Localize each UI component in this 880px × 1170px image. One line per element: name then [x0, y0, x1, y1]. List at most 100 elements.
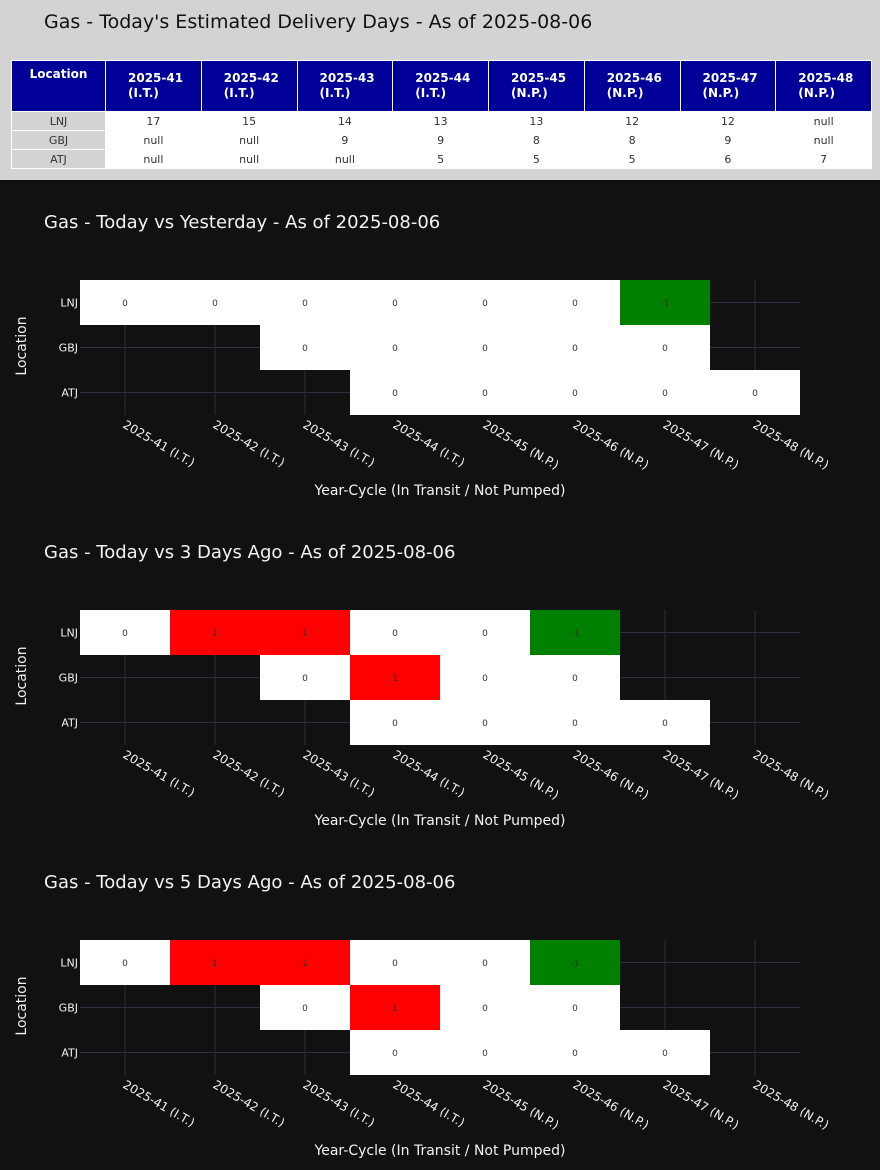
heatmap-cell[interactable]: [440, 940, 530, 985]
x-tick-label: 2025-48 (N.P.): [751, 1077, 832, 1132]
cell-value-label: 0: [392, 1049, 398, 1059]
y-tick-label: GBJ: [59, 342, 78, 355]
heatmap-cell[interactable]: [440, 1030, 530, 1075]
header-week-2025-43[interactable]: 2025-43 (I.T.): [296, 60, 394, 112]
heatmap-cell[interactable]: [350, 325, 440, 370]
heatmap-cell[interactable]: [530, 325, 620, 370]
table-cell: 7: [775, 149, 872, 169]
header-week-label: 2025-44: [415, 71, 471, 85]
table-cell: null: [296, 149, 394, 169]
heatmap-cell[interactable]: [350, 610, 440, 655]
header-week-2025-45[interactable]: 2025-45 (N.P.): [488, 60, 585, 112]
heatmap-cell[interactable]: [260, 280, 350, 325]
cell-value-label: -1: [571, 959, 580, 969]
cell-value-label: 0: [572, 389, 578, 399]
heatmap-cell[interactable]: [620, 325, 710, 370]
row-location: ATJ: [11, 149, 106, 169]
heatmap-cell[interactable]: [350, 940, 440, 985]
cell-value-label: 0: [122, 959, 128, 969]
heatmap-cell[interactable]: [440, 325, 530, 370]
header-week-2025-42[interactable]: 2025-42 (I.T.): [200, 60, 298, 112]
heatmap-cell[interactable]: [170, 940, 260, 985]
table-cell: 8: [488, 130, 585, 150]
heatmap-cell[interactable]: [440, 280, 530, 325]
cell-value-label: -1: [571, 629, 580, 639]
heatmap-cell[interactable]: [350, 370, 440, 415]
heatmap-cell[interactable]: [80, 940, 170, 985]
heatmap-cell[interactable]: [440, 655, 530, 700]
heatmap-cell[interactable]: [350, 985, 440, 1030]
heatmap-cell[interactable]: [260, 325, 350, 370]
y-tick-label: ATJ: [61, 1047, 78, 1060]
header-status-label: (N.P.): [606, 86, 644, 100]
heatmap-cell[interactable]: [620, 1030, 710, 1075]
heatmap-cell[interactable]: [350, 700, 440, 745]
heatmap-cell[interactable]: [440, 985, 530, 1030]
table-row: ATJ null null null 5 5 5 6 7: [11, 149, 872, 169]
heatmap-cell[interactable]: [530, 370, 620, 415]
header-location[interactable]: Location: [11, 60, 106, 112]
header-week-2025-44[interactable]: 2025-44 (I.T.): [392, 60, 489, 112]
cell-value-label: 0: [482, 674, 488, 684]
header-week-2025-41[interactable]: 2025-41 (I.T.): [105, 60, 202, 112]
heatmap-cell[interactable]: [440, 610, 530, 655]
heatmap-cell[interactable]: [350, 655, 440, 700]
heatmap-panel-3-days: Gas - Today vs 3 Days Ago - As of 2025-0…: [0, 510, 880, 840]
cell-value-label: 0: [122, 629, 128, 639]
cell-value-label: 0: [302, 1004, 308, 1014]
cell-value-label: 1: [392, 1004, 398, 1014]
table-cell: null: [775, 111, 872, 131]
heatmap-cell[interactable]: [620, 700, 710, 745]
heatmap-cell[interactable]: [710, 370, 800, 415]
x-axis-label: Year-Cycle (In Transit / Not Pumped): [314, 813, 566, 829]
x-tick-label: 2025-43 (I.T.): [301, 417, 378, 469]
heatmap-cell[interactable]: [620, 370, 710, 415]
table-cell: 9: [296, 130, 394, 150]
x-tick-label: 2025-45 (N.P.): [481, 1077, 562, 1132]
header-status-label: (I.T.): [415, 86, 447, 100]
cell-value-label: 0: [752, 389, 758, 399]
heatmap-cells: 0 1 1 0 0 -1 0 1 0 0 0 0 0 0: [80, 610, 710, 745]
x-tick-label: 2025-46 (N.P.): [571, 747, 652, 802]
heatmap-cell[interactable]: [350, 280, 440, 325]
cell-value-label: 0: [572, 1049, 578, 1059]
heatmap-cell[interactable]: [440, 700, 530, 745]
cell-value-label: 1: [302, 629, 308, 639]
heatmap-cell[interactable]: [260, 655, 350, 700]
heatmap-cell[interactable]: [170, 280, 260, 325]
heatmap-cell[interactable]: [530, 985, 620, 1030]
cell-value-label: 0: [392, 959, 398, 969]
heatmap-yesterday[interactable]: 0 0 0 0 0 0 -1 0 0 0 0 0 0 0 0 0 0 LNJ GBJ ATJ 2025-41 (I.T.…: [0, 180, 880, 510]
heatmap-cell[interactable]: [170, 610, 260, 655]
cell-value-label: 0: [482, 1049, 488, 1059]
heatmap-cell[interactable]: [80, 280, 170, 325]
heatmap-cell[interactable]: [530, 610, 620, 655]
heatmap-cell[interactable]: [440, 370, 530, 415]
cell-value-label: 0: [122, 299, 128, 309]
heatmap-cell[interactable]: [530, 1030, 620, 1075]
heatmap-cell[interactable]: [620, 280, 710, 325]
cell-value-label: 0: [482, 389, 488, 399]
header-status-label: (N.P.): [702, 86, 740, 100]
heatmap-cell[interactable]: [260, 985, 350, 1030]
heatmap-cell[interactable]: [260, 940, 350, 985]
heatmap-cell[interactable]: [530, 280, 620, 325]
table-cell: null: [200, 149, 298, 169]
cell-value-label: 0: [392, 629, 398, 639]
x-tick-label: 2025-44 (I.T.): [391, 747, 468, 799]
heatmap-cells: 0 0 0 0 0 0 -1 0 0 0 0 0 0 0 0 0 0: [80, 280, 800, 415]
table-cell: 12: [583, 111, 681, 131]
header-week-2025-46[interactable]: 2025-46 (N.P.): [583, 60, 681, 112]
heatmap-cell[interactable]: [530, 655, 620, 700]
header-status-label: (N.P.): [511, 86, 548, 100]
heatmap-cell[interactable]: [530, 940, 620, 985]
heatmap-cell[interactable]: [260, 610, 350, 655]
header-week-2025-47[interactable]: 2025-47 (N.P.): [679, 60, 777, 112]
heatmap-cell[interactable]: [350, 1030, 440, 1075]
heatmap-cell[interactable]: [530, 700, 620, 745]
y-tick-label: ATJ: [61, 717, 78, 730]
header-week-2025-48[interactable]: 2025-48 (N.P.): [775, 60, 872, 112]
heatmap-cell[interactable]: [80, 610, 170, 655]
